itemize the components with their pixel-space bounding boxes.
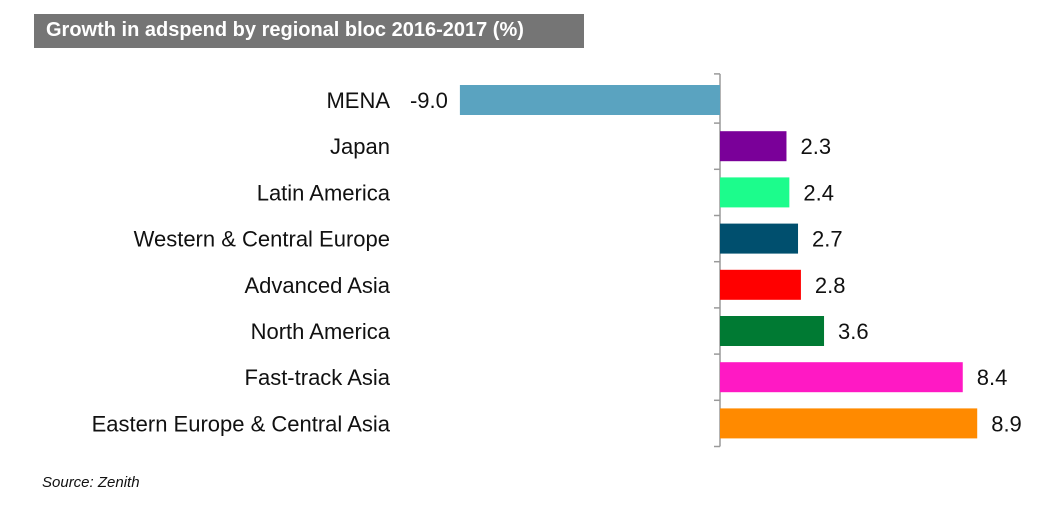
bar-4 — [720, 269, 801, 300]
data-label: 8.9 — [991, 411, 1022, 436]
data-label: 2.4 — [803, 180, 834, 205]
bar-3 — [720, 223, 799, 254]
data-label: 8.4 — [977, 365, 1008, 390]
category-label: MENA — [326, 88, 390, 113]
category-label: North America — [251, 319, 391, 344]
category-label: Japan — [330, 134, 390, 159]
category-label: Latin America — [257, 180, 391, 205]
chart-title: Growth in adspend by regional bloc 2016-… — [46, 19, 524, 41]
bar-7 — [720, 408, 978, 439]
category-label: Advanced Asia — [244, 273, 390, 298]
category-label: Fast-track Asia — [245, 365, 391, 390]
bar-chart: MENA -9.0 Japan 2.3 Latin America 2.4 Western … — [92, 73, 1022, 448]
bar-2 — [720, 177, 790, 208]
category-label: Western & Central Europe — [134, 227, 390, 252]
title-banner: Growth in adspend by regional bloc 2016-… — [34, 14, 584, 48]
bar-5 — [720, 316, 825, 346]
bar-0 — [459, 85, 720, 115]
bar-1 — [720, 131, 787, 162]
bar-6 — [720, 362, 963, 393]
data-label: 2.3 — [800, 134, 831, 159]
data-label: 2.7 — [812, 227, 843, 252]
category-label: Eastern Europe & Central Asia — [92, 411, 391, 436]
data-label: 3.6 — [838, 319, 869, 344]
data-label: -9.0 — [410, 88, 448, 113]
data-label: 2.8 — [815, 273, 846, 298]
source-note: Source: Zenith — [42, 474, 140, 491]
